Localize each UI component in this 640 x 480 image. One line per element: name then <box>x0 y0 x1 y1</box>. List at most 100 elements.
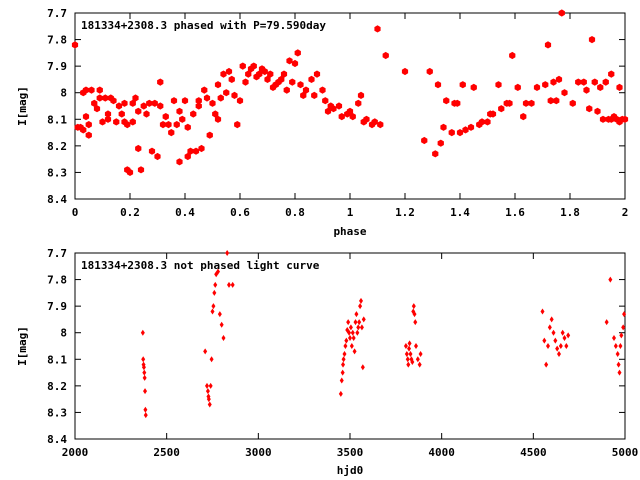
phased-data-point <box>338 113 345 121</box>
unphased-data-point <box>348 324 353 331</box>
unphased-data-point <box>619 332 624 339</box>
phased-data-point <box>324 107 332 115</box>
phased-data-point <box>555 75 563 83</box>
unphased-data-point <box>208 382 213 389</box>
phased-data-point <box>278 75 285 83</box>
phased-data-point <box>382 51 389 60</box>
unphased-data-point <box>354 311 359 318</box>
phased-x-tick-label: 2 <box>622 206 629 219</box>
phased-data-point <box>231 91 238 99</box>
phased-data-point <box>319 86 326 94</box>
phased-data-point <box>346 107 354 115</box>
phased-data-point <box>553 97 560 105</box>
phased-data-point <box>242 78 249 86</box>
phased-x-tick-label: 0.2 <box>120 206 140 219</box>
phased-data-point <box>498 105 505 113</box>
unphased-data-point <box>407 345 412 352</box>
unphased-data-point <box>418 350 423 357</box>
phased-data-point <box>586 105 593 113</box>
phased-data-point <box>93 105 101 113</box>
phased-data-point <box>291 59 299 68</box>
phased-data-point <box>173 121 180 129</box>
unphased-data-point <box>562 335 567 342</box>
unphased-y-tick-label: 8.3 <box>47 406 67 419</box>
phased-data-point <box>154 152 161 161</box>
unphased-data-point <box>358 303 363 310</box>
unphased-data-point <box>621 324 626 331</box>
phased-data-point <box>181 97 189 105</box>
phased-data-point <box>157 78 164 86</box>
unphased-data-point <box>206 396 211 403</box>
phased-data-point <box>168 129 175 137</box>
phased-data-point <box>294 49 301 57</box>
unphased-data-point <box>417 361 422 368</box>
unphased-data-point <box>349 343 354 349</box>
phased-data-point <box>85 121 92 129</box>
phased-data-point <box>542 81 549 89</box>
phased-data-point <box>561 89 568 97</box>
unphased-data-point <box>415 356 420 363</box>
phased-data-point <box>547 97 554 105</box>
phased-y-ticks: 7.7 7.8 7.9 8 8.1 8.2 8.3 8.4 <box>47 7 625 206</box>
unphased-data-point <box>406 361 411 368</box>
phased-data-point <box>192 147 200 155</box>
phased-data-point <box>187 147 194 155</box>
phased-data-point <box>195 102 202 110</box>
unphased-y-axis-label: I[mag] <box>16 326 29 366</box>
phased-data-point <box>467 123 475 131</box>
phased-data-point <box>261 67 268 76</box>
unphased-data-point <box>213 281 218 288</box>
phased-data-point <box>80 126 87 134</box>
phased-data-point <box>245 70 252 78</box>
phased-data-point <box>113 118 120 126</box>
phased-data-point <box>308 75 315 83</box>
phased-data-point <box>217 94 224 102</box>
unphased-data-point <box>205 388 210 395</box>
unphased-data-point <box>618 343 623 349</box>
unphased-data-point <box>357 319 362 326</box>
phased-data-point <box>220 70 227 78</box>
unphased-data-point <box>555 345 560 352</box>
phased-data-point <box>96 86 103 94</box>
unphased-data-point <box>410 358 415 365</box>
phased-data-point <box>124 121 131 129</box>
phased-data-point <box>129 99 136 107</box>
phased-data-point <box>544 41 552 49</box>
phased-data-point <box>550 78 557 86</box>
phased-y-tick-label: 8.3 <box>47 166 67 179</box>
phased-data-point <box>616 83 623 91</box>
phased-data-point <box>239 62 246 70</box>
phased-data-point <box>283 86 290 94</box>
unphased-data-point <box>142 369 147 376</box>
phased-data-point <box>514 83 521 91</box>
unphased-data-point <box>140 329 145 336</box>
phased-data-point <box>176 107 183 115</box>
unphased-data-point <box>351 335 356 342</box>
unphased-x-tick-label: 4500 <box>520 446 547 459</box>
unphased-data-point <box>542 337 547 344</box>
unphased-data-point <box>613 343 618 349</box>
unphased-x-ticks: 2000 2500 3000 3500 4000 4500 5000 <box>62 253 638 459</box>
unphased-x-tick-label: 3500 <box>337 446 364 459</box>
unphased-data-point <box>341 356 346 363</box>
phased-data-point <box>212 110 219 118</box>
unphased-data-point <box>615 350 620 357</box>
phased-data-point <box>256 70 263 78</box>
phased-data-point <box>330 105 337 113</box>
phased-data-point <box>602 78 609 86</box>
phased-data-point <box>82 86 90 94</box>
phased-data-point <box>289 78 296 86</box>
phased-data-point <box>198 144 205 153</box>
phased-data-point <box>355 99 362 107</box>
phased-data-point <box>286 57 293 65</box>
phased-data-point <box>432 150 439 158</box>
phased-data-point <box>448 129 455 137</box>
phased-x-axis-label: phase <box>333 225 366 238</box>
unphased-data-point <box>604 319 609 326</box>
phased-y-tick-label: 8.1 <box>47 113 67 126</box>
unphased-data-point <box>216 268 220 275</box>
phased-data-point <box>580 78 587 86</box>
unphased-data-point <box>564 343 569 349</box>
unphased-data-point <box>340 369 345 376</box>
phased-x-tick-label: 0.6 <box>230 206 250 219</box>
